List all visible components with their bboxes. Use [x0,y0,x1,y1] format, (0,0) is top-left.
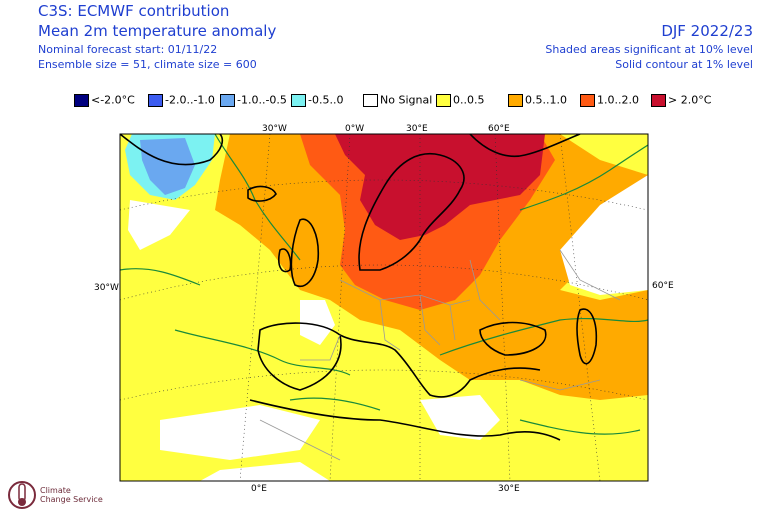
border-line [559,249,621,301]
significance-contours [120,134,648,435]
forecast-start: Nominal forecast start: 01/11/22 [38,43,218,56]
legend-item: > 2.0°C [651,93,711,109]
coastlines [120,134,598,441]
border-line [379,299,401,351]
legend-label: No Signal [380,93,433,107]
anomaly-region [128,200,190,250]
grid-label-bottom: 30°E [498,484,520,494]
map-title: C3S: ECMWF contribution [38,2,230,20]
grid-label-top: 30°E [406,124,428,134]
logo-text: Climate Change Service [40,486,103,504]
legend-swatch [436,93,451,107]
contour-line [439,317,648,356]
grid-label-left: 30°W [94,283,119,293]
ensemble-size: Ensemble size = 51, climate size = 600 [38,58,257,71]
coastline-caspian [576,308,598,365]
grid-label-right: 60°E [652,281,674,291]
country-borders [259,249,621,461]
legend-swatch [580,93,595,107]
legend-swatch [74,93,89,107]
legend-swatch [651,93,666,107]
coastline-ireland [278,248,292,273]
legend-label: <-2.0°C [91,93,135,107]
legend-item: -2.0..-1.0 [148,93,215,109]
anomaly-region [420,395,500,440]
legend-item: -1.0..-0.5 [220,93,287,109]
coastline-iberia [257,322,342,391]
legend-label: -2.0..-1.0 [165,93,215,107]
legend-item: 0.5..1.0 [508,93,567,109]
anomaly-region [560,175,648,295]
significance-contour-note: Solid contour at 1% level [615,58,753,71]
anomaly-region [140,138,195,195]
anomaly-region [160,405,320,460]
legend-label: 0.5..1.0 [525,93,567,107]
border-line [519,379,601,391]
legend-swatch [508,93,523,107]
anomaly-region [200,462,330,481]
border-line [449,304,456,341]
legend-label: -0.5..0 [308,93,344,107]
logo-line-1: Climate [40,486,71,495]
coastline-scandinavia [358,153,465,271]
border-line [300,334,341,361]
coastline-black-sea [479,321,547,356]
coastline-iceland [247,185,277,202]
legend-label: -1.0..-0.5 [237,93,287,107]
legend-swatch [363,93,378,107]
significance-shaded-note: Shaded areas significant at 10% level [545,43,753,56]
coastline-mediterranean-north [339,334,541,398]
contour-line [174,329,351,376]
grid-label-top: 60°E [488,124,510,134]
legend-item: 1.0..2.0 [580,93,639,109]
legend-item: 0..0.5 [436,93,485,109]
contour-line [120,268,201,286]
season-label: DJF 2022/23 [661,22,753,40]
graticule [120,134,648,481]
legend-swatch [220,93,235,107]
anomaly-region [300,300,335,345]
grid-label-top: 30°W [262,124,287,134]
coastline-arctic-russia [469,134,581,158]
border-line [419,294,441,346]
coastline-greenland [120,134,224,166]
coastline-british-isles [290,218,320,287]
contour-line [519,419,641,435]
anomaly-region [335,134,545,240]
legend-item: No Signal [363,93,432,109]
border-line [469,259,501,321]
legend-item: <-2.0°C [74,93,135,109]
coastline-north-africa [249,399,561,441]
map-subtitle: Mean 2m temperature anomaly [38,22,277,40]
logo-line-2: Change Service [40,495,103,504]
map-frame [119,133,649,482]
contour-line [519,144,648,211]
grid-label-bottom: 0°E [251,484,267,494]
copernicus-climate-logo-icon [8,481,36,509]
contour-line [289,397,381,411]
legend-item: -0.5..0 [291,93,343,109]
legend-label: > 2.0°C [668,93,712,107]
border-line [259,419,341,461]
grid-label-top: 0°W [345,124,365,134]
legend-label: 1.0..2.0 [597,93,639,107]
legend-label: 0..0.5 [453,93,485,107]
legend-swatch [291,93,306,107]
legend-swatch [148,93,163,107]
